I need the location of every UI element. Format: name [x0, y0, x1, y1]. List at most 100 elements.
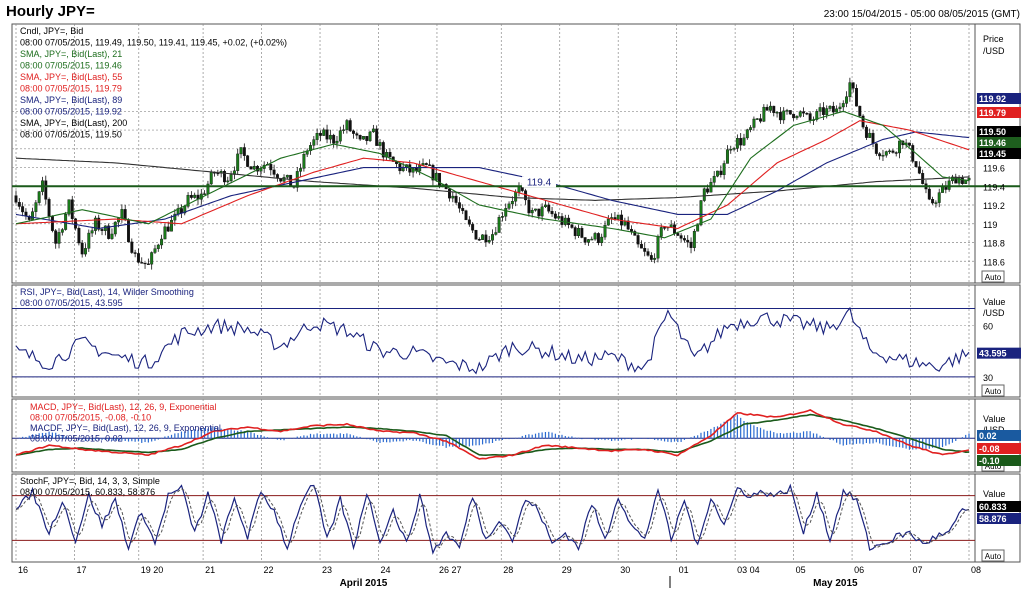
candle-up	[37, 191, 41, 203]
candle-up	[57, 232, 61, 244]
macd-value-tag	[977, 443, 1021, 454]
candle-down	[47, 199, 51, 217]
candle-up	[153, 248, 157, 253]
candle-down	[596, 233, 600, 243]
auto-label: Auto	[985, 552, 1002, 561]
candle-down	[633, 231, 637, 236]
sma-89-line	[15, 131, 970, 230]
candle-up	[239, 147, 243, 155]
macd-line	[15, 409, 970, 460]
candle-down	[146, 263, 150, 265]
candle-down	[50, 215, 54, 231]
candle-down	[583, 237, 587, 243]
candle-down	[689, 241, 693, 248]
candle-up	[84, 248, 87, 255]
candle-up	[818, 107, 822, 112]
candle-up	[798, 111, 802, 117]
auto-label: Auto	[985, 387, 1002, 396]
candle-down	[682, 238, 686, 241]
candle-up	[87, 232, 91, 249]
candle-up	[888, 150, 892, 153]
stoch-value-tag-label: 58.876	[979, 514, 1007, 524]
candle-up	[696, 224, 700, 232]
candle-down	[894, 152, 898, 154]
price-axis-title: Price	[983, 34, 1004, 44]
price-legend-line: Cndl, JPY=, Bid	[20, 26, 83, 36]
candle-up	[150, 252, 154, 265]
candle-down	[639, 243, 643, 249]
candle-down	[269, 164, 273, 171]
macd-axis-title: Value	[983, 414, 1005, 424]
candle-down	[759, 118, 762, 122]
candle-up	[226, 180, 230, 183]
x-day-label: 21	[205, 565, 215, 575]
price-value-tag-label: 119.50	[979, 127, 1006, 137]
candle-down	[431, 164, 435, 181]
candle-up	[183, 206, 187, 214]
candle-down	[914, 161, 918, 167]
candle-up	[848, 82, 852, 97]
candle-up	[451, 195, 455, 199]
axis-layer: 118.6118.8119119.2119.4119.6119.8120120.…	[12, 34, 1021, 589]
candle-down	[679, 235, 683, 239]
candle-down	[107, 225, 111, 239]
candle-down	[365, 136, 369, 141]
candle-down	[643, 247, 647, 252]
candle-down	[788, 110, 792, 115]
candle-up	[361, 136, 365, 140]
candle-up	[656, 236, 660, 259]
stoch-legend-line: StochF, JPY=, Bid, 14, 3, 3, Simple	[20, 476, 160, 486]
x-day-label: 17	[76, 565, 86, 575]
candle-up	[481, 234, 485, 240]
candle-up	[606, 218, 610, 226]
candle-up	[603, 224, 607, 238]
candle-down	[424, 163, 428, 165]
candle-down	[573, 227, 577, 237]
price-value-tag-label: 119.46	[979, 138, 1006, 148]
macd-value-tag	[977, 455, 1021, 466]
macd-legend-line: MACDF, JPY=, Bid(Last), 12, 26, 9, Expon…	[30, 423, 221, 433]
candle-up	[507, 203, 511, 209]
candle-down	[931, 199, 935, 204]
candle-up	[729, 148, 733, 151]
candle-up	[156, 244, 160, 249]
candle-up	[659, 227, 663, 237]
auto-label: Auto	[985, 462, 1002, 471]
candle-up	[795, 116, 799, 119]
candle-up	[34, 202, 38, 212]
candle-down	[70, 199, 74, 219]
candle-down	[246, 155, 250, 167]
stoch-value-tag	[977, 501, 1021, 512]
candle-down	[123, 209, 127, 220]
candle-down	[871, 132, 875, 144]
chart-title: Hourly JPY=	[6, 3, 95, 20]
candle-down	[636, 235, 640, 245]
candle-down	[874, 143, 878, 154]
candle-up	[285, 174, 289, 178]
candle-up	[543, 204, 547, 208]
candle-up	[742, 137, 746, 146]
rsi-axis-title: /USD	[983, 308, 1005, 318]
price-legend-line: SMA, JPY=, Bid(Last), 21	[20, 49, 122, 59]
candle-up	[775, 111, 779, 114]
auto-button	[981, 270, 1005, 283]
candle-down	[223, 171, 226, 183]
candle-up	[401, 166, 405, 172]
support-line-label-bg	[522, 176, 556, 188]
price-legend-line: SMA, JPY=, Bid(Last), 89	[20, 95, 122, 105]
candle-up	[745, 129, 749, 139]
x-day-label: 03 04	[737, 565, 760, 575]
candle-down	[686, 239, 690, 243]
candle-down	[143, 262, 147, 265]
auto-label: Auto	[985, 273, 1002, 282]
candle-down	[318, 133, 322, 136]
series-layer: 119.4	[12, 77, 1020, 555]
candle-up	[302, 154, 306, 169]
candle-down	[325, 129, 329, 140]
candle-down	[676, 233, 680, 236]
rsi-axis-title: Value	[983, 297, 1005, 307]
candle-up	[868, 132, 872, 138]
candle-up	[368, 131, 372, 141]
candle-down	[381, 142, 385, 158]
candle-down	[765, 106, 769, 111]
